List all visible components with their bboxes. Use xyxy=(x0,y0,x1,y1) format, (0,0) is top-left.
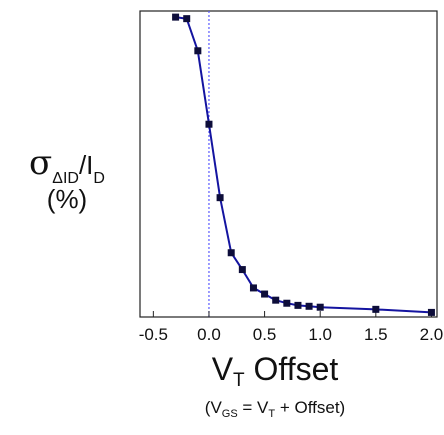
y-label-mid: /I xyxy=(78,150,94,180)
plot-frame xyxy=(139,10,438,318)
x-axis-label: VT Offset xyxy=(120,351,430,391)
y-label-symbol: σ xyxy=(29,143,53,183)
data-point xyxy=(316,303,324,311)
series-line xyxy=(175,16,432,314)
note-open: (V xyxy=(204,398,222,417)
data-point xyxy=(183,15,191,23)
note-sub2: T xyxy=(268,408,276,420)
data-point xyxy=(283,299,291,307)
y-label-units: (%) xyxy=(46,183,88,214)
data-point xyxy=(172,13,180,21)
y-label-sub3: D xyxy=(93,170,105,187)
x-tick-label: 2.0 xyxy=(420,325,444,344)
data-point xyxy=(227,249,235,257)
note-rest: + Offset) xyxy=(275,398,346,417)
x-label-rest: Offset xyxy=(244,351,339,387)
data-point xyxy=(372,305,380,313)
x-tick-label: 0.5 xyxy=(253,325,277,344)
data-point xyxy=(238,266,246,274)
y-label-sub2: D xyxy=(67,170,79,187)
y-label-sub1: ΔI xyxy=(52,170,68,187)
data-point xyxy=(294,301,302,309)
data-point xyxy=(249,284,257,292)
data-point xyxy=(216,194,224,202)
x-tick-label: 0.0 xyxy=(197,325,221,344)
data-point xyxy=(305,302,313,310)
y-axis-label: σΔID/ID (%) xyxy=(8,143,126,214)
data-point xyxy=(427,308,435,316)
offset-note: (VGS = VT + Offset) xyxy=(120,398,430,420)
x-tick-label: 1.0 xyxy=(308,325,332,344)
data-point xyxy=(194,47,202,55)
x-label-main: V xyxy=(211,351,234,387)
data-point xyxy=(205,120,213,128)
x-tick-label: 1.5 xyxy=(364,325,388,344)
x-tick-label: -0.5 xyxy=(139,325,168,344)
note-mid: = V xyxy=(237,398,269,417)
data-point xyxy=(272,296,280,304)
note-sub1: GS xyxy=(221,408,238,420)
x-label-sub: T xyxy=(233,370,245,391)
data-point xyxy=(261,290,269,298)
